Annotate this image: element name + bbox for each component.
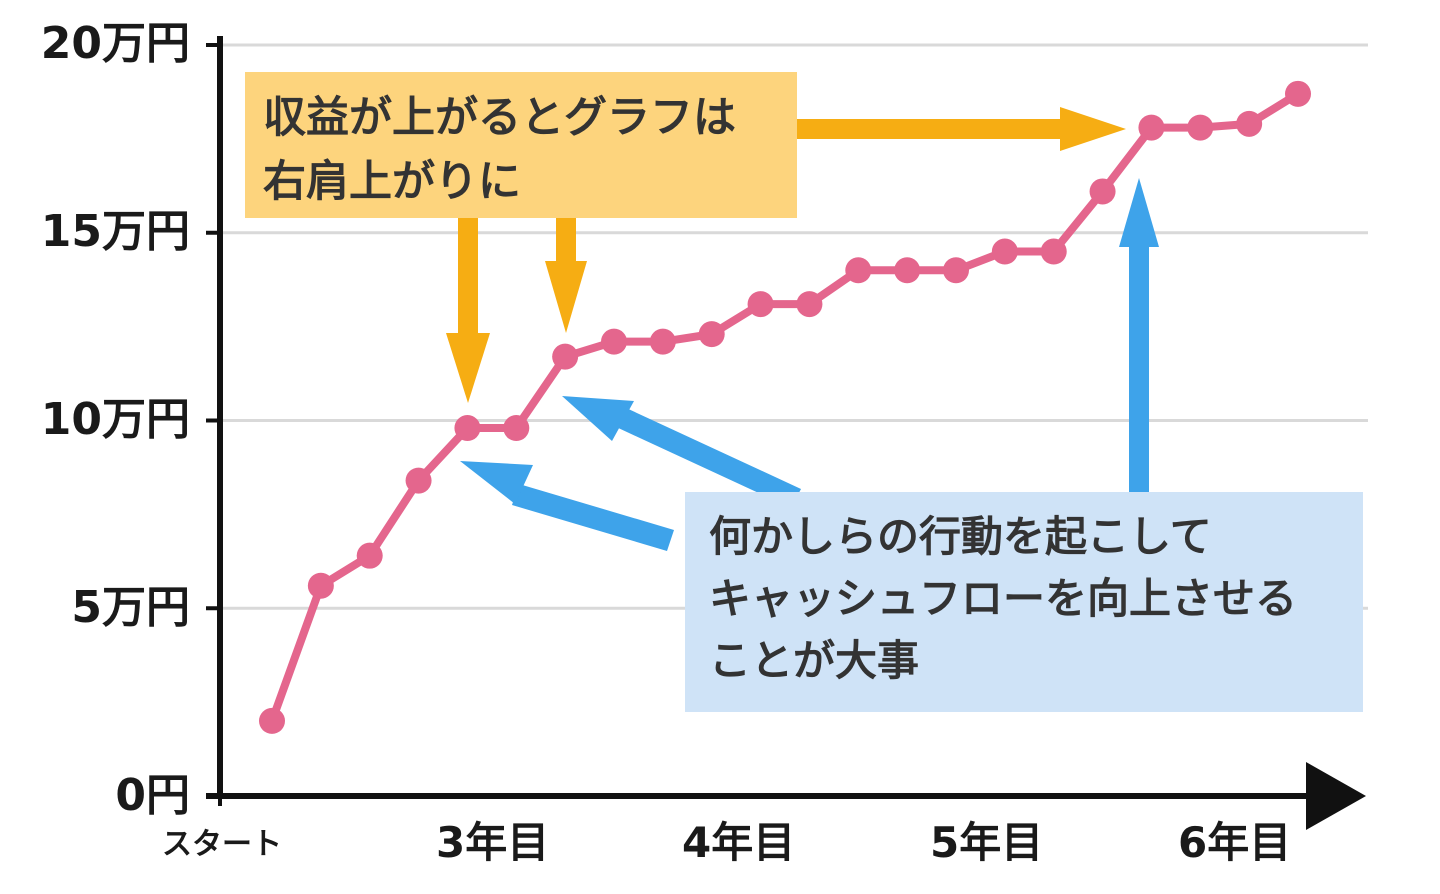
data-point <box>1089 178 1116 205</box>
data-point <box>943 257 969 284</box>
data-point <box>747 291 774 318</box>
data-point <box>894 257 921 284</box>
arrow-diagonal-head <box>562 396 634 441</box>
annotation-line: キャッシュフローを向上させる <box>709 574 1298 623</box>
arrow-down <box>458 218 478 338</box>
arrow-up-head <box>1119 178 1159 247</box>
annotation-line: 何かしらの行動を起こして <box>709 512 1212 561</box>
annotation-arrows <box>446 107 1159 551</box>
data-point <box>259 707 285 734</box>
data-point <box>649 328 676 355</box>
data-point <box>405 467 432 494</box>
x-tick-label: 6年目 <box>1178 818 1292 867</box>
data-point <box>454 415 481 442</box>
y-tick-label: 5万円 <box>71 582 190 633</box>
data-series <box>259 80 1311 734</box>
data-point <box>796 291 823 318</box>
annotation-take-action: 何かしらの行動を起こして キャッシュフローを向上させる ことが大事 <box>685 492 1363 712</box>
axes <box>206 36 1366 830</box>
annotation-line: ことが大事 <box>709 636 920 685</box>
data-point <box>503 415 530 442</box>
x-tick-label: 4年目 <box>682 818 796 867</box>
arrow-up <box>1129 242 1149 492</box>
arrow-diagonal <box>512 484 674 551</box>
data-point <box>698 321 725 348</box>
annotation-revenue-up: 収益が上がるとグラフは 右肩上がりに <box>245 72 797 218</box>
x-tick-label: スタート <box>162 827 282 862</box>
data-point <box>1040 238 1067 265</box>
arrow-diagonal-head <box>460 461 533 504</box>
data-point <box>356 542 383 569</box>
data-point <box>1236 110 1263 137</box>
annotation-line: 右肩上がりに <box>263 157 521 207</box>
x-axis-arrowhead <box>1306 762 1366 830</box>
arrow-down-head <box>545 261 587 333</box>
arrow-down <box>556 218 576 263</box>
data-point <box>552 343 579 370</box>
y-tick-label: 10万円 <box>40 394 190 445</box>
data-point <box>991 238 1018 265</box>
data-point <box>1138 114 1165 141</box>
data-point <box>307 572 334 599</box>
y-tick-label: 20万円 <box>40 18 190 69</box>
arrow-down-head <box>446 333 490 403</box>
x-tick-label: 5年目 <box>930 818 1044 867</box>
arrow-right-head <box>1060 107 1126 151</box>
x-tick-label: 3年目 <box>436 818 550 867</box>
arrow-diagonal <box>614 407 801 508</box>
data-point <box>601 328 627 355</box>
data-point <box>845 257 872 284</box>
arrow-right <box>797 119 1065 139</box>
data-point <box>1187 114 1214 141</box>
series-line <box>268 90 1301 723</box>
y-tick-label: 15万円 <box>40 206 190 257</box>
annotation-line: 収益が上がるとグラフは <box>263 93 736 143</box>
y-tick-label: 0円 <box>115 770 190 821</box>
data-point <box>1285 80 1311 107</box>
